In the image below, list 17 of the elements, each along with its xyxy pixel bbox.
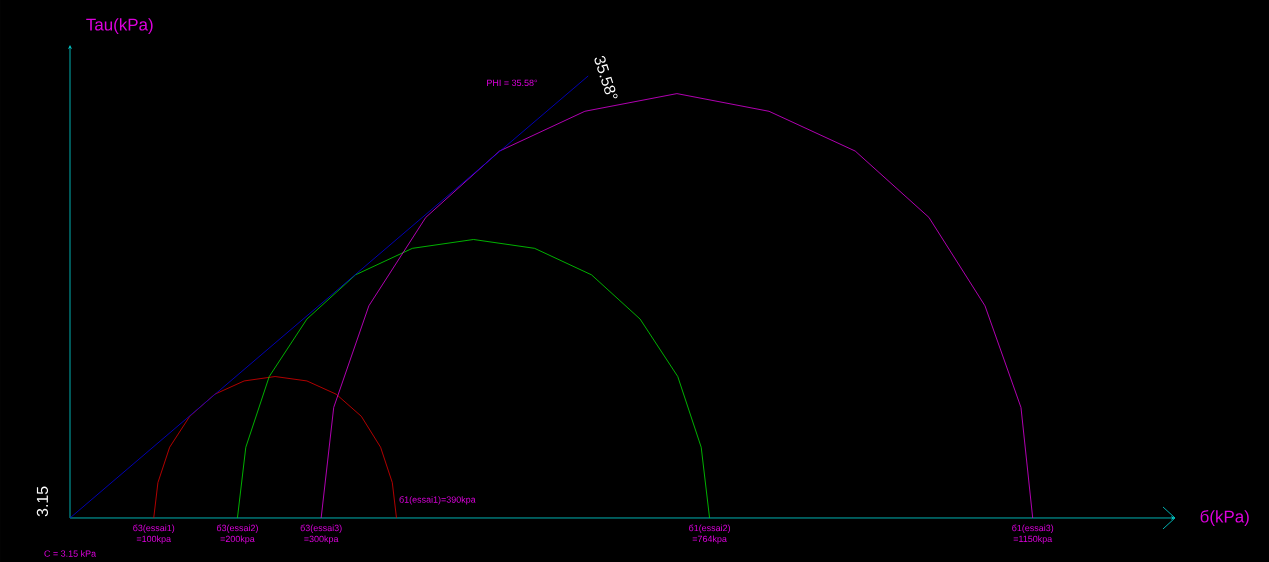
text: C = 3.15 kPa	[44, 550, 97, 557]
x-tick-label: =200kpa	[220, 535, 255, 544]
x-tick-label: =100kpa	[136, 535, 172, 544]
x-tick-label: =764kpa	[692, 535, 727, 544]
annotation: б1(essai3)	[1012, 524, 1054, 533]
annotation: б1(essai1)=390kpa	[399, 496, 476, 505]
x-axis-title: б(kPa)	[1200, 510, 1249, 526]
annotation: 35.58°	[594, 55, 618, 99]
annotation: б1(essai2)	[689, 524, 731, 533]
annotation: б3(essai3)	[300, 524, 342, 533]
y-axis-title: Tau(kPa)	[86, 18, 153, 34]
text: 3.15	[36, 486, 49, 517]
annotation: б3(essai1)	[133, 524, 175, 533]
x-tick-label: =300kpa	[304, 535, 339, 544]
x-tick-label: =1150kpa	[1013, 535, 1053, 544]
annotation: б3(essai2)	[216, 524, 258, 533]
annotation: PHI = 35.58°	[487, 79, 538, 86]
